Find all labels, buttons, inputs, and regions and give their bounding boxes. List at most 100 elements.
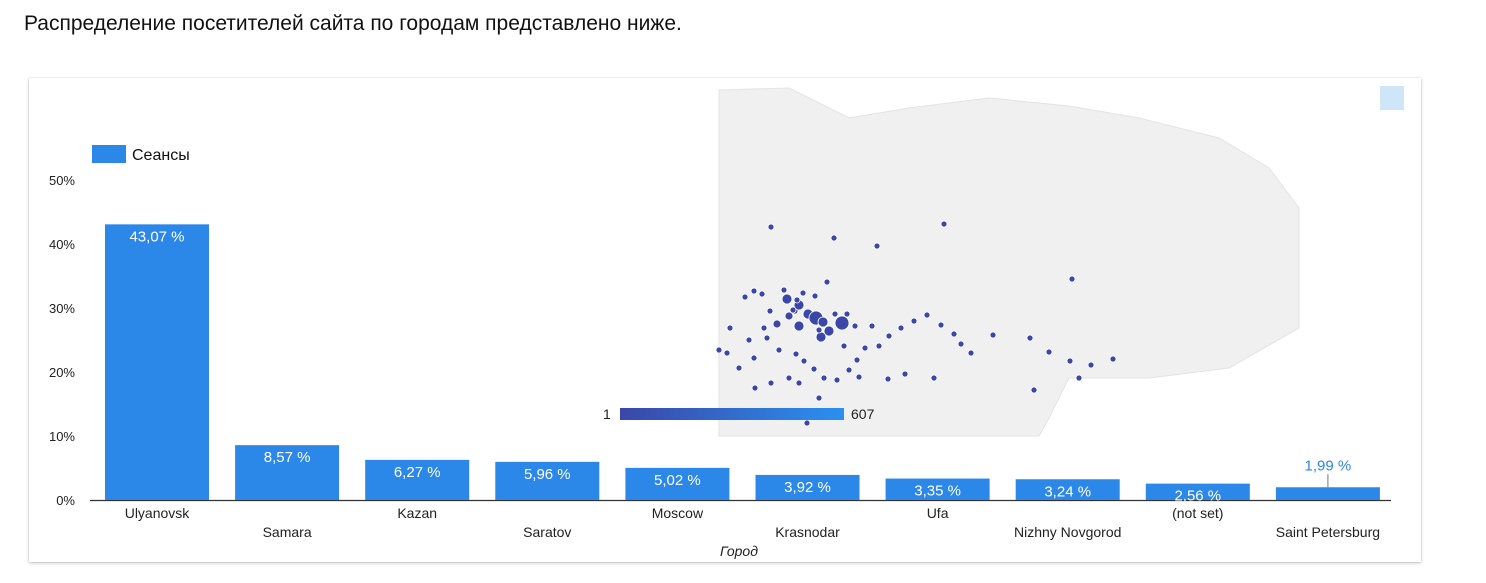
geo-map: 1 607 bbox=[603, 87, 1300, 437]
map-city-dot[interactable] bbox=[758, 290, 766, 298]
map-city-dot[interactable] bbox=[845, 366, 853, 374]
bar[interactable] bbox=[365, 459, 470, 500]
bar[interactable] bbox=[1275, 487, 1380, 500]
map-city-dot[interactable] bbox=[750, 287, 758, 295]
map-city-dot[interactable] bbox=[851, 322, 859, 330]
map-city-dot[interactable] bbox=[1087, 361, 1095, 369]
map-city-dot[interactable] bbox=[989, 331, 997, 339]
map-city-dot[interactable] bbox=[868, 322, 876, 330]
map-city-dot[interactable] bbox=[873, 242, 881, 250]
map-city-dot[interactable] bbox=[1045, 348, 1053, 356]
legend[interactable]: Сеансы bbox=[92, 145, 190, 164]
map-city-dot[interactable] bbox=[793, 320, 805, 332]
map-city-dot[interactable] bbox=[792, 350, 800, 358]
bar[interactable] bbox=[885, 478, 990, 500]
map-city-dot[interactable] bbox=[910, 317, 918, 325]
map-city-dot[interactable] bbox=[767, 223, 775, 231]
map-city-dot[interactable] bbox=[1030, 386, 1038, 394]
map-city-dot[interactable] bbox=[843, 310, 851, 318]
map-city-dot[interactable] bbox=[855, 373, 863, 381]
map-city-dot[interactable] bbox=[817, 316, 829, 328]
map-city-dot[interactable] bbox=[831, 310, 839, 318]
x-tick-label: Nizhny Novgorod bbox=[1014, 524, 1121, 540]
map-city-dot[interactable] bbox=[810, 365, 818, 373]
map-city-dot[interactable] bbox=[923, 311, 931, 319]
map-city-dot[interactable] bbox=[1075, 374, 1083, 382]
map-city-dot[interactable] bbox=[834, 315, 850, 331]
legend-label[interactable]: Сеансы bbox=[132, 147, 190, 164]
axes: 0% 10% 20% 30% 40% 50% Ulyanovsk Samara Kazan Sar… bbox=[49, 173, 1391, 559]
map-city-dot[interactable] bbox=[1026, 334, 1034, 342]
map-city-dot[interactable] bbox=[751, 384, 759, 392]
map-city-dot[interactable] bbox=[940, 220, 948, 228]
map-city-dot[interactable] bbox=[815, 394, 823, 402]
map-city-dot[interactable] bbox=[781, 293, 793, 305]
map-city-dot[interactable] bbox=[937, 321, 945, 329]
map-city-dot[interactable] bbox=[803, 419, 811, 427]
map-city-dot[interactable] bbox=[885, 332, 893, 340]
map-city-dot[interactable] bbox=[833, 376, 841, 384]
map-city-dot[interactable] bbox=[772, 319, 782, 329]
x-tick-label: Saint Petersburg bbox=[1276, 524, 1380, 540]
y-tick-label: 30% bbox=[49, 301, 75, 316]
map-city-dot[interactable] bbox=[901, 370, 909, 378]
y-tick-label: 10% bbox=[49, 429, 75, 444]
legend-swatch[interactable] bbox=[92, 145, 126, 163]
map-legend-gradient bbox=[620, 408, 844, 420]
map-city-dot[interactable] bbox=[780, 286, 788, 294]
bar-value-label: 8,57 % bbox=[264, 449, 311, 466]
map-city-dot[interactable] bbox=[884, 375, 892, 383]
map-city-dot[interactable] bbox=[830, 234, 838, 242]
map-city-dot[interactable] bbox=[735, 364, 743, 372]
map-city-dot[interactable] bbox=[800, 357, 808, 365]
map-city-dot[interactable] bbox=[723, 349, 731, 357]
map-city-dot[interactable] bbox=[815, 331, 827, 343]
bar[interactable] bbox=[105, 224, 209, 501]
x-tick-label: Krasnodar bbox=[775, 524, 840, 540]
map-city-dot[interactable] bbox=[820, 374, 828, 382]
bar[interactable] bbox=[495, 461, 600, 500]
map-city-dot[interactable] bbox=[840, 342, 848, 350]
map-city-dot[interactable] bbox=[793, 296, 801, 304]
bar-value-label: 43,07 % bbox=[129, 228, 184, 245]
map-city-dot[interactable] bbox=[715, 346, 723, 354]
bar[interactable] bbox=[1015, 479, 1120, 500]
map-city-dot[interactable] bbox=[897, 324, 905, 332]
map-city-dot[interactable] bbox=[763, 334, 771, 342]
bar[interactable] bbox=[1145, 483, 1250, 500]
map-city-dot[interactable] bbox=[823, 325, 835, 337]
map-city-dot[interactable] bbox=[741, 293, 749, 301]
map-city-dot[interactable] bbox=[789, 306, 797, 314]
map-city-dot[interactable] bbox=[1066, 357, 1074, 365]
map-city-dot[interactable] bbox=[745, 336, 753, 344]
map-city-dot[interactable] bbox=[853, 356, 861, 364]
y-tick-label: 20% bbox=[49, 365, 75, 380]
bar[interactable] bbox=[235, 445, 340, 500]
map-city-dot[interactable] bbox=[861, 344, 869, 352]
map-city-dot[interactable] bbox=[767, 379, 775, 387]
map-city-dot[interactable] bbox=[760, 324, 768, 332]
map-city-dot[interactable] bbox=[811, 292, 819, 300]
bar[interactable] bbox=[625, 467, 730, 500]
bar[interactable] bbox=[755, 474, 860, 500]
map-city-dot[interactable] bbox=[875, 342, 883, 350]
chart-toggle-button[interactable] bbox=[1380, 86, 1404, 110]
map-city-dot[interactable] bbox=[1109, 355, 1117, 363]
map-city-dot[interactable] bbox=[766, 307, 774, 315]
x-tick-label: Ufa bbox=[927, 505, 949, 521]
map-city-dot[interactable] bbox=[950, 330, 958, 338]
map-city-dot[interactable] bbox=[775, 346, 783, 354]
bar-value-label: 3,24 % bbox=[1044, 483, 1091, 500]
map-city-dot[interactable] bbox=[795, 379, 803, 387]
map-city-dot[interactable] bbox=[799, 289, 807, 297]
map-city-dot[interactable] bbox=[1068, 275, 1076, 283]
map-city-dot[interactable] bbox=[785, 374, 793, 382]
map-city-dot[interactable] bbox=[815, 326, 823, 334]
map-city-dot[interactable] bbox=[957, 340, 965, 348]
map-city-dot[interactable] bbox=[930, 374, 938, 382]
map-city-dot[interactable] bbox=[726, 324, 734, 332]
map-city-dot[interactable] bbox=[784, 311, 794, 321]
map-city-dot[interactable] bbox=[750, 354, 758, 362]
map-city-dot[interactable] bbox=[967, 349, 975, 357]
map-city-dot[interactable] bbox=[823, 278, 831, 286]
